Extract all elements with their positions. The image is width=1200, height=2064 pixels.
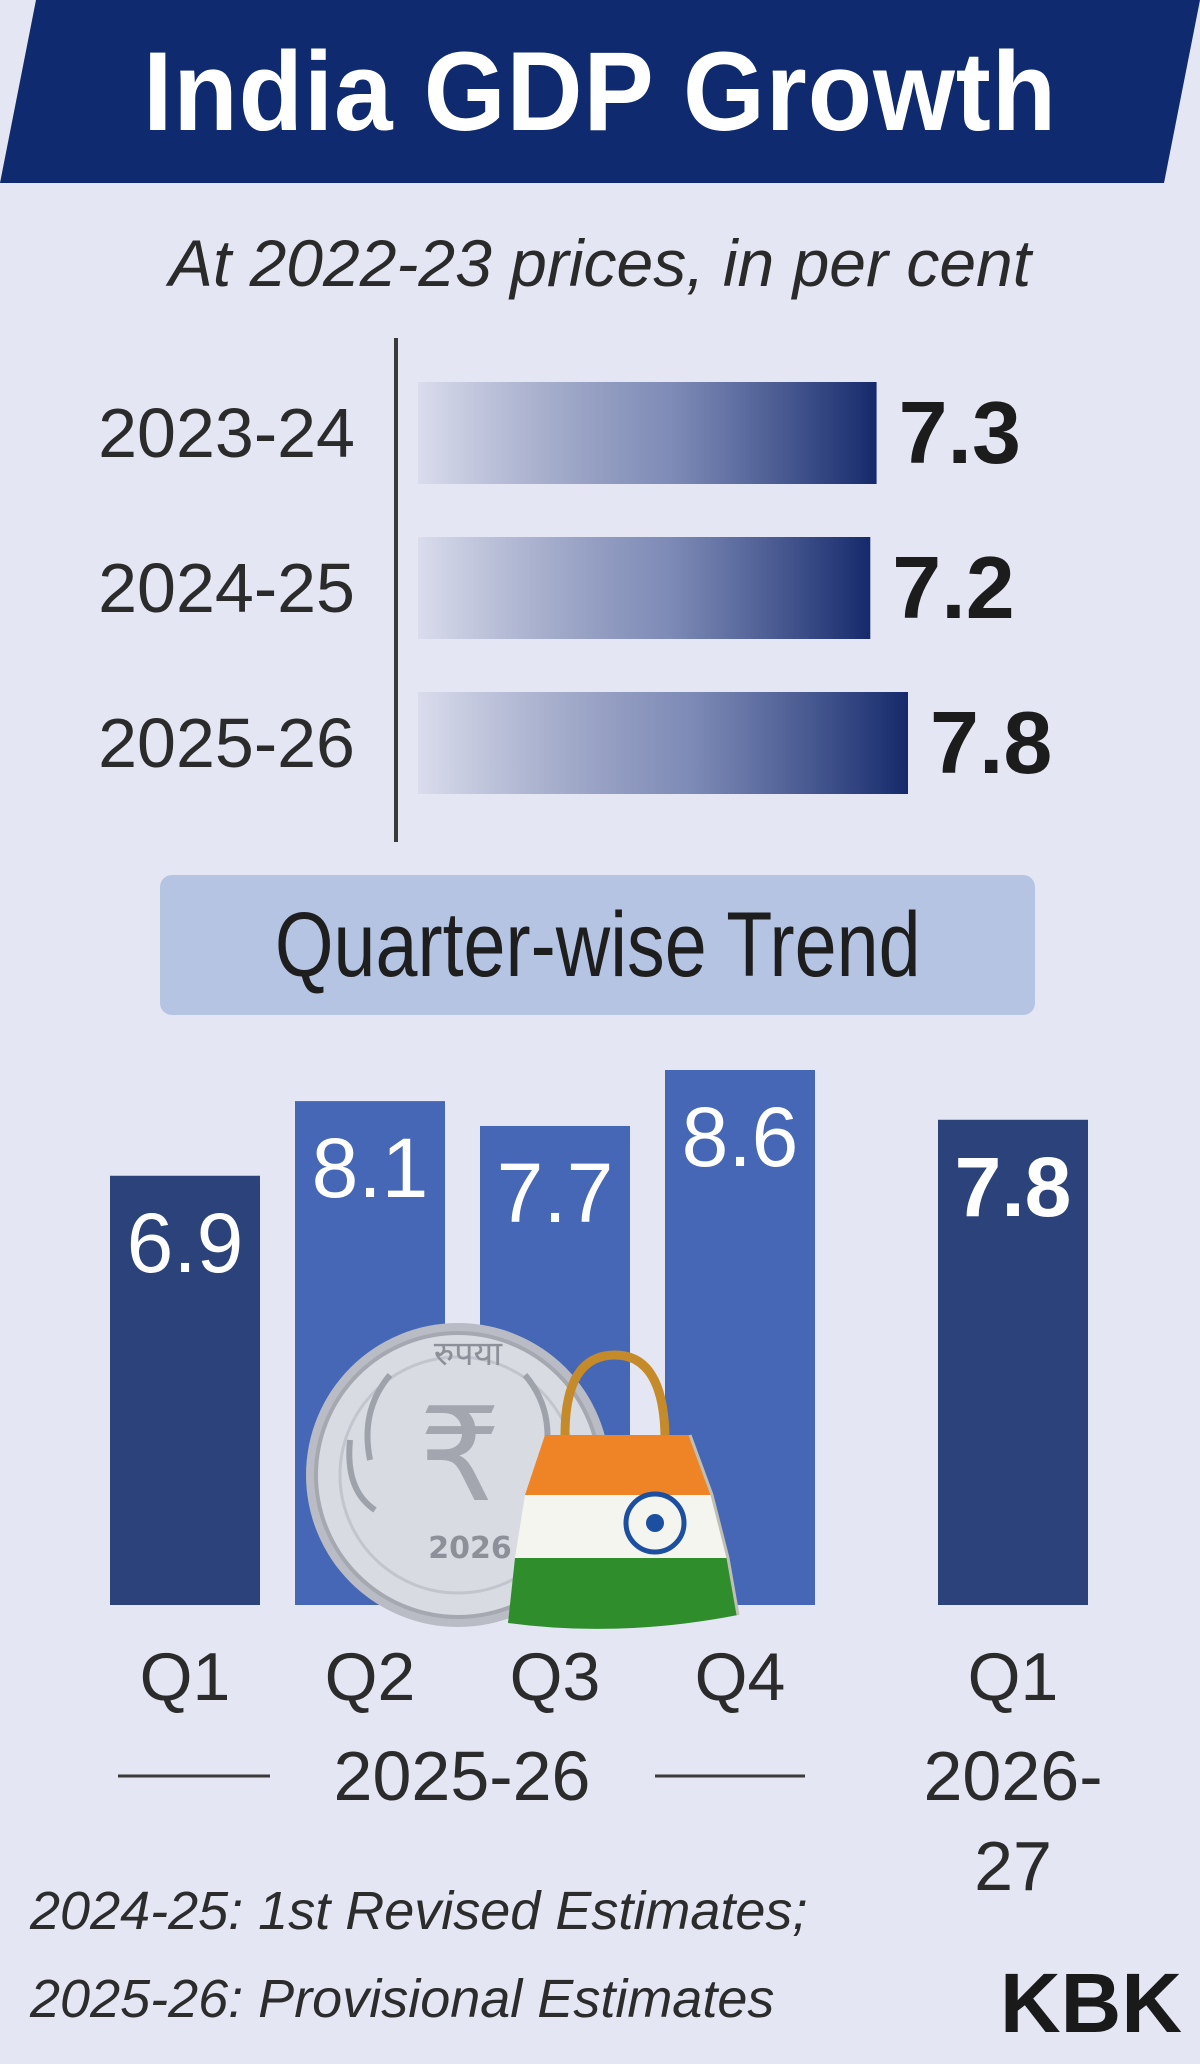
- quarter-category-label: Q3: [510, 1639, 601, 1715]
- annual-category-label: 2023-24: [98, 394, 355, 472]
- footnote-line-2: 2025-26: Provisional Estimates: [30, 1969, 775, 2029]
- india-flag-shopping-bag-icon: [508, 1350, 740, 1629]
- annual-bar: [418, 537, 871, 639]
- annual-category-label: 2025-26: [98, 704, 355, 782]
- coin-text: रुपया: [434, 1334, 503, 1374]
- annual-bar: [418, 382, 877, 484]
- coin-and-bag-illustration: रुपया ₹ 2026: [306, 1323, 740, 1629]
- annual-bar: [418, 692, 908, 794]
- quarter-category-label: Q1: [140, 1639, 231, 1715]
- quarter-category-label: Q4: [695, 1639, 786, 1715]
- quarterly-growth-chart: रुपया ₹ 2026 6.9 Q1 8.1 Q2 7.7 Q3 8.6 Q4 7.8 Q1 20…: [110, 1070, 1103, 1905]
- quarter-category-label: Q1: [968, 1639, 1059, 1715]
- quarter-value-label: 8.6: [682, 1090, 799, 1184]
- page-title: India GDP Growth: [143, 29, 1057, 154]
- group-label-2026-27: 2026-: [923, 1737, 1102, 1815]
- quarter-value-label: 8.1: [312, 1121, 429, 1215]
- coin-year: 2026: [428, 1531, 512, 1566]
- quarter-section-title: Quarter-wise Trend: [274, 893, 921, 996]
- quarter-value-label: 7.7: [497, 1146, 614, 1240]
- group-label-2025-26: 2025-26: [334, 1737, 591, 1815]
- chart-subtitle: At 2022-23 prices, in per cent: [168, 226, 1032, 300]
- annual-growth-chart: 2023-24 7.3 2024-25 7.2 2025-26 7.8: [98, 338, 1052, 842]
- annual-category-label: 2024-25: [98, 549, 355, 627]
- quarter-value-label: 7.8: [955, 1140, 1072, 1234]
- footnote-line-1: 2024-25: 1st Revised Estimates;: [30, 1881, 808, 1941]
- group-label-2026-27: 27: [974, 1827, 1052, 1905]
- quarter-bar: [110, 1175, 260, 1605]
- quarter-bar: [938, 1119, 1088, 1605]
- quarter-section-header: Quarter-wise Trend: [160, 875, 1035, 1015]
- credit-label: KBK: [1000, 1956, 1182, 2050]
- quarter-value-label: 6.9: [127, 1196, 244, 1290]
- annual-value-label: 7.3: [899, 383, 1021, 482]
- title-banner: India GDP Growth: [0, 0, 1200, 183]
- coin-rupee-symbol: ₹: [419, 1379, 502, 1531]
- annual-value-label: 7.8: [930, 693, 1052, 792]
- quarter-category-label: Q2: [325, 1639, 416, 1715]
- annual-value-label: 7.2: [892, 538, 1014, 637]
